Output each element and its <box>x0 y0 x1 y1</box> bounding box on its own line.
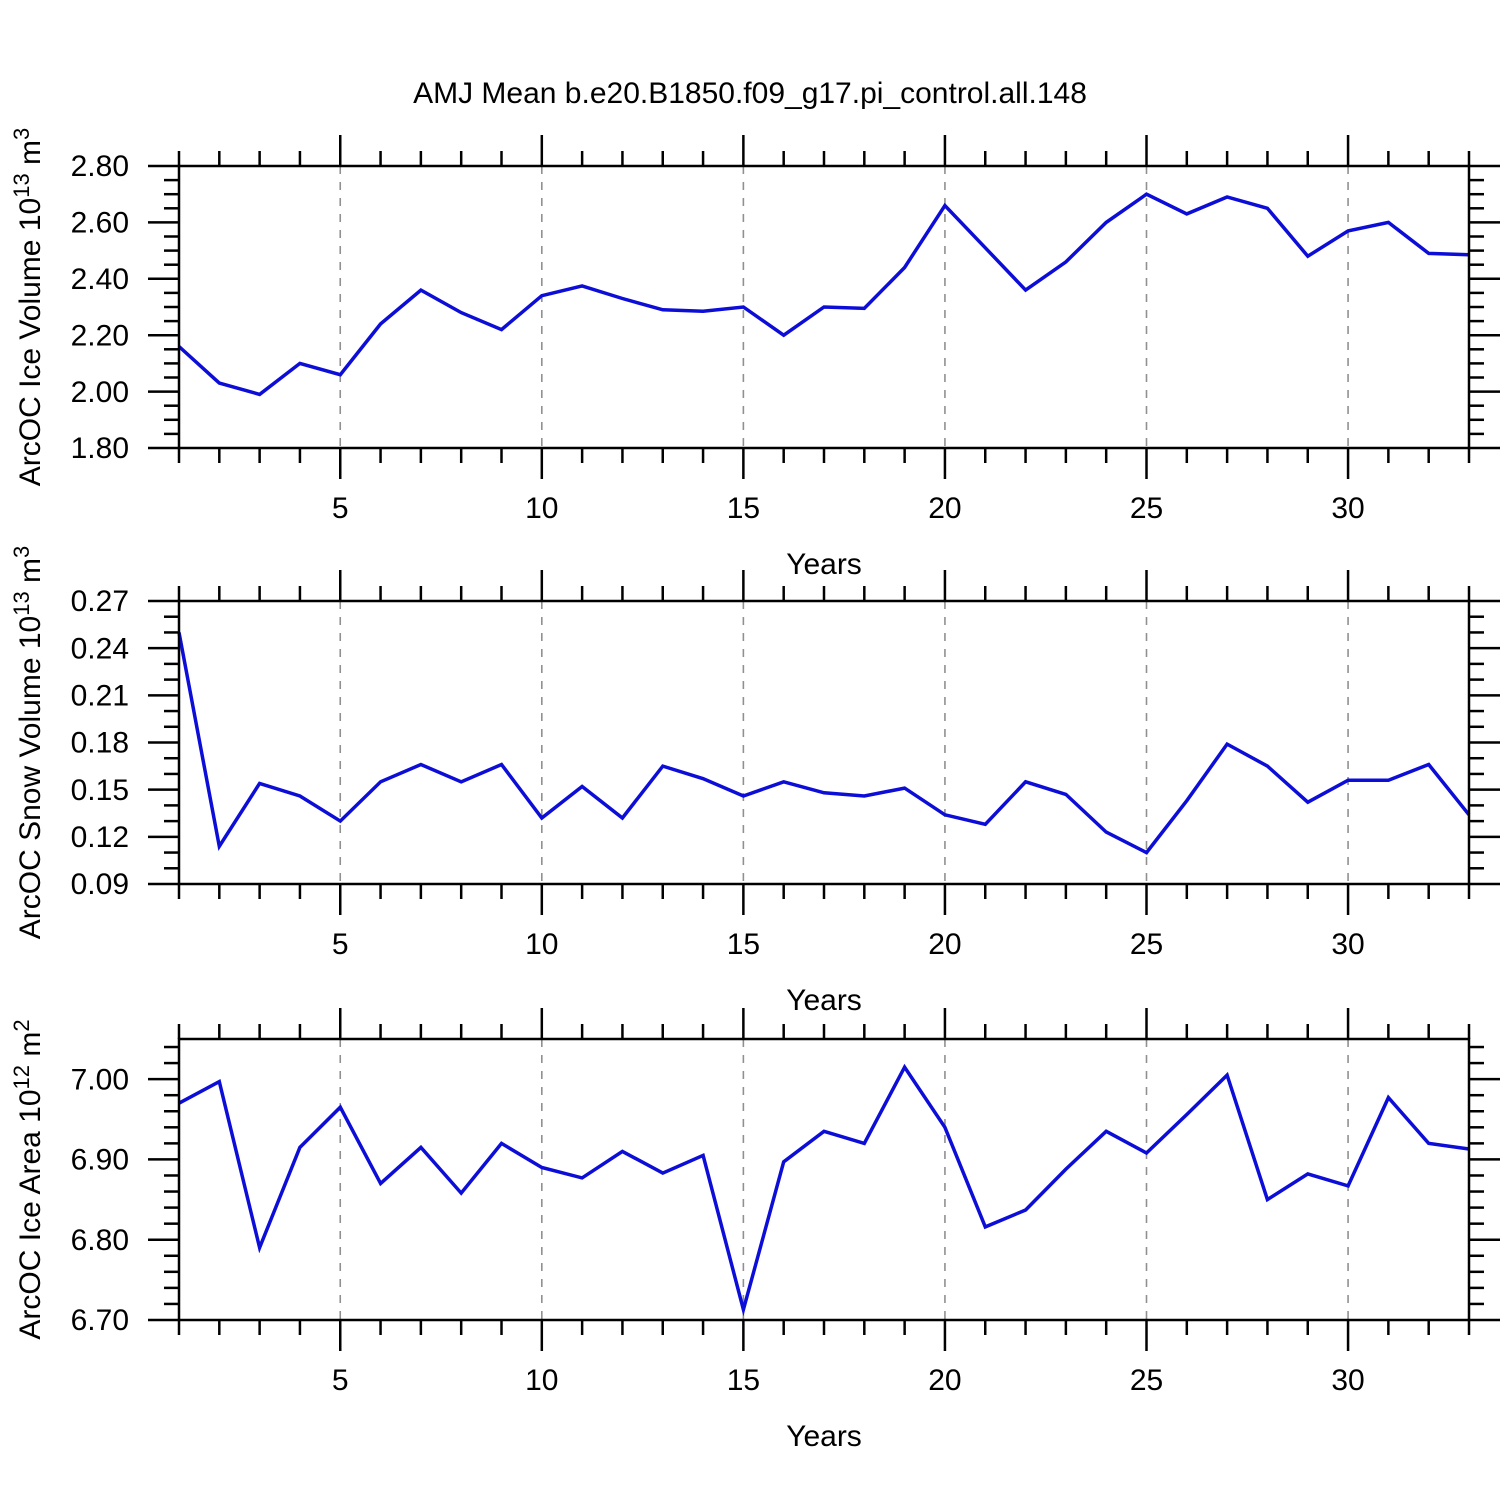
y-axis-title-text: m <box>14 140 47 173</box>
y-axis-title-text: ArcOC Ice Area 10 <box>14 1089 47 1339</box>
y-tick-label: 7.00 <box>71 1063 129 1096</box>
y-axis-title-superscript: 3 <box>9 128 34 140</box>
y-axis-title: ArcOC Snow Volume 1013 m3 <box>9 546 47 940</box>
x-tick-label: 5 <box>332 492 349 525</box>
y-tick-label: 0.15 <box>71 774 129 807</box>
x-tick-label: 5 <box>332 1364 349 1397</box>
x-tick-label: 30 <box>1331 928 1364 961</box>
snow-volume-data-line <box>177 632 1471 855</box>
y-axis-title-text: ArcOC Snow Volume 10 <box>14 616 47 939</box>
axis-frame <box>177 1037 1471 1322</box>
y-tick-label: 0.27 <box>71 585 129 618</box>
x-tick-label: 30 <box>1331 1364 1364 1397</box>
x-tick-label: 10 <box>525 492 558 525</box>
x-axis-title: Years <box>786 984 862 1017</box>
panels: 1.802.002.202.402.602.805 10 15 20 25 30Years… <box>9 128 1500 1453</box>
y-tick-label: 6.80 <box>71 1224 129 1257</box>
y-axis-title-superscript: 12 <box>9 1065 34 1089</box>
y-tick-label: 2.00 <box>71 376 129 409</box>
y-tick-label: 6.70 <box>71 1304 129 1337</box>
x-tick-label: 15 <box>727 928 760 961</box>
x-axis-title: Years <box>786 1420 862 1453</box>
x-tick-label: 25 <box>1130 928 1163 961</box>
ice-area-panel: 6.70 6.80 6.90 7.00 5 10 15 20 25 30 Years ArcOC Ic… <box>9 1008 1500 1453</box>
figure-title: AMJ Mean b.e20.B1850.f09_g17.pi_control.… <box>413 77 1087 110</box>
x-axis-title: Years <box>786 548 862 581</box>
x-tick-label: 25 <box>1130 492 1163 525</box>
y-tick-label: 0.24 <box>71 632 129 665</box>
y-axis-title-superscript: 3 <box>9 546 34 558</box>
x-tick-label: 20 <box>928 492 961 525</box>
x-tick-label: 20 <box>928 928 961 961</box>
y-tick-label: 6.90 <box>71 1144 129 1177</box>
y-axis-title: ArcOC Ice Volume 1013 m3 <box>9 128 47 487</box>
x-tick-label: 15 <box>727 1364 760 1397</box>
y-tick-label: 0.12 <box>71 821 129 854</box>
x-tick-label: 5 <box>332 928 349 961</box>
x-tick-label: 30 <box>1331 492 1364 525</box>
axis-frame <box>177 599 1471 886</box>
x-tick-label: 15 <box>727 492 760 525</box>
x-tick-label: 10 <box>525 928 558 961</box>
ice-volume-data-line <box>177 192 1470 397</box>
y-tick-label: 2.40 <box>71 263 129 296</box>
y-axis-title-superscript: 13 <box>9 173 34 197</box>
y-axis-title-text: m <box>14 558 47 591</box>
y-tick-label: 0.18 <box>71 727 129 760</box>
y-tick-label: 0.09 <box>71 868 129 901</box>
y-tick-label: 2.80 <box>71 150 129 183</box>
x-tick-label: 20 <box>928 1364 961 1397</box>
ice-area-data-line <box>178 1063 1470 1317</box>
snow-volume-panel: 0.09 0.12 0.15 0.18 0.21 0.24 0.27 5 10 15 20 25 30 Y… <box>9 546 1500 1017</box>
y-tick-label: 0.21 <box>71 680 129 713</box>
y-axis-title-text: ArcOC Ice Volume 10 <box>14 198 47 486</box>
y-tick-label: 2.60 <box>71 207 129 240</box>
x-tick-label: 10 <box>525 1364 558 1397</box>
y-axis-title-superscript: 2 <box>9 1019 34 1031</box>
y-axis-title: ArcOC Ice Area 1012 m2 <box>9 1019 47 1339</box>
y-axis-title-text: m <box>14 1032 47 1065</box>
y-axis-title-superscript: 13 <box>9 591 34 615</box>
ice-volume-panel: 1.80 2.00 2.20 2.40 2.60 2.80 5 10 15 20 25 30 Years… <box>9 128 1500 581</box>
y-tick-label: 2.20 <box>71 319 129 352</box>
x-tick-label: 25 <box>1130 1364 1163 1397</box>
y-tick-label: 1.80 <box>71 432 129 465</box>
